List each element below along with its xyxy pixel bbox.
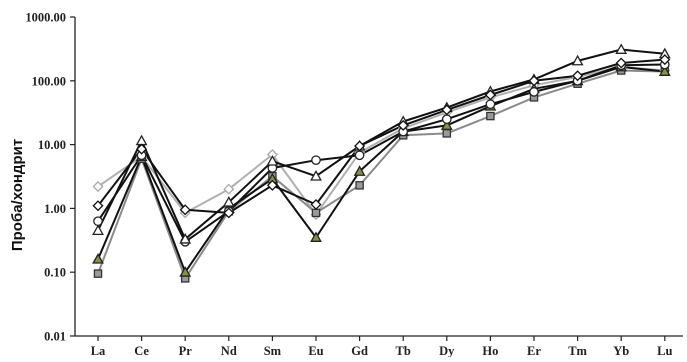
- x-tick-label: Sm: [264, 344, 282, 357]
- data-point-square: [442, 129, 452, 138]
- data-point-circle: [529, 87, 539, 97]
- data-point-triangle: [266, 155, 279, 166]
- data-point-diamond: [92, 181, 104, 193]
- x-tick-label: Lu: [657, 344, 672, 357]
- series-lines: [97, 48, 665, 280]
- data-point-triangle: [571, 54, 584, 66]
- data-point-diamond: [310, 199, 322, 211]
- data-point-diamond: [136, 143, 148, 155]
- data-point-triangle: [222, 196, 235, 207]
- y-tick-label: 0.10: [44, 266, 66, 280]
- x-tick-labels: La Ce Pr Nd Sm Eu Gd Tb Dy Ho Er Tm Yb Lu: [91, 344, 673, 358]
- data-point-square: [355, 181, 364, 190]
- data-point-diamond: [659, 54, 671, 66]
- data-point-square: [93, 269, 103, 278]
- y-tick-label: 1.00: [44, 202, 66, 216]
- x-tick-label: Dy: [439, 344, 455, 357]
- data-point-circle: [485, 99, 496, 110]
- x-tick-label: Gd: [351, 344, 368, 357]
- y-axis-label: Проба/хондрит: [9, 139, 26, 251]
- series-line: [97, 58, 665, 214]
- series-markers: [92, 43, 671, 283]
- y-tick-label: 10.00: [38, 138, 66, 152]
- x-tick-label: Ho: [482, 344, 498, 357]
- axes: [70, 16, 683, 341]
- x-tick-label: Nd: [221, 344, 237, 357]
- data-point-circle: [93, 216, 103, 227]
- data-point-triangle: [135, 134, 148, 146]
- data-point-triangle: [92, 253, 104, 264]
- data-point-triangle: [310, 170, 322, 181]
- data-point-triangle: [615, 43, 628, 54]
- data-point-triangle: [440, 119, 453, 130]
- data-point-diamond: [441, 104, 453, 116]
- y-tick-label: 100.00: [32, 74, 66, 88]
- data-point-diamond: [223, 207, 235, 219]
- data-point-diamond: [92, 200, 104, 212]
- data-point-triangle: [179, 232, 192, 244]
- data-point-diamond: [615, 57, 627, 69]
- y-tick-label: 0.01: [44, 330, 66, 344]
- x-tick-label: Yb: [613, 344, 629, 357]
- x-tick-label: La: [91, 344, 106, 357]
- x-tick-label: Er: [527, 344, 541, 357]
- data-point-triangle: [353, 165, 366, 176]
- data-point-triangle: [92, 224, 104, 236]
- series-line: [97, 48, 665, 241]
- series-line: [97, 69, 665, 280]
- data-point-diamond: [484, 89, 496, 101]
- y-tick-labels: 0.01 0.10 1.00 10.00 100.00 1000.00: [25, 11, 66, 344]
- x-tick-label: Tm: [568, 344, 587, 357]
- data-point-diamond: [572, 70, 584, 82]
- data-point-diamond: [397, 119, 409, 131]
- data-point-square: [311, 208, 321, 218]
- data-point-square: [486, 111, 495, 121]
- data-point-circle: [311, 155, 321, 166]
- y-tick-label: 1000.00: [25, 11, 66, 25]
- data-point-triangle: [310, 231, 322, 242]
- data-point-diamond: [223, 183, 235, 195]
- data-point-diamond: [266, 179, 278, 191]
- series-line: [97, 63, 665, 243]
- data-point-triangle: [658, 65, 671, 76]
- data-point-circle: [441, 114, 452, 125]
- series-line: [97, 65, 665, 216]
- x-tick-label: Eu: [308, 344, 323, 357]
- data-point-diamond: [354, 140, 366, 152]
- data-point-diamond: [528, 75, 540, 87]
- x-tick-label: Tb: [396, 344, 411, 357]
- data-point-diamond: [179, 204, 191, 216]
- x-tick-label: Ce: [134, 344, 149, 357]
- data-point-circle: [354, 150, 365, 161]
- x-tick-label: Pr: [179, 344, 193, 357]
- data-point-triangle: [179, 266, 192, 277]
